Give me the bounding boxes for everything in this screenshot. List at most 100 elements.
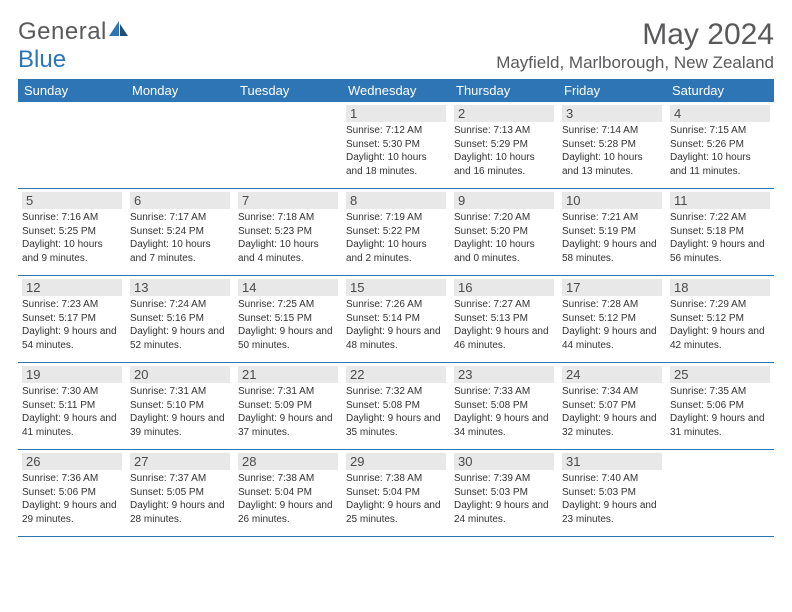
- day-cell: 15Sunrise: 7:26 AMSunset: 5:14 PMDayligh…: [342, 276, 450, 362]
- sunset-text: Sunset: 5:06 PM: [670, 399, 770, 413]
- day-cell: [234, 102, 342, 188]
- sunrise-text: Sunrise: 7:14 AM: [562, 124, 662, 138]
- daylight-text: Daylight: 10 hours and 13 minutes.: [562, 151, 662, 178]
- day-info: Sunrise: 7:20 AMSunset: 5:20 PMDaylight:…: [454, 211, 554, 265]
- sunrise-text: Sunrise: 7:23 AM: [22, 298, 122, 312]
- day-info: Sunrise: 7:25 AMSunset: 5:15 PMDaylight:…: [238, 298, 338, 352]
- sunset-text: Sunset: 5:12 PM: [562, 312, 662, 326]
- sunset-text: Sunset: 5:03 PM: [454, 486, 554, 500]
- day-cell: 2 Sunrise: 7:13 AMSunset: 5:29 PMDaylight…: [450, 102, 558, 188]
- date-number: 9: [454, 192, 554, 209]
- sunset-text: Sunset: 5:30 PM: [346, 138, 446, 152]
- sunset-text: Sunset: 5:08 PM: [346, 399, 446, 413]
- day-info: Sunrise: 7:13 AMSunset: 5:29 PMDaylight:…: [454, 124, 554, 178]
- day-info: Sunrise: 7:14 AMSunset: 5:28 PMDaylight:…: [562, 124, 662, 178]
- day-info: Sunrise: 7:12 AMSunset: 5:30 PMDaylight:…: [346, 124, 446, 178]
- day-info: Sunrise: 7:18 AMSunset: 5:23 PMDaylight:…: [238, 211, 338, 265]
- sunset-text: Sunset: 5:15 PM: [238, 312, 338, 326]
- daylight-text: Daylight: 9 hours and 31 minutes.: [670, 412, 770, 439]
- day-header-thursday: Thursday: [450, 79, 558, 102]
- sunset-text: Sunset: 5:06 PM: [22, 486, 122, 500]
- day-info: Sunrise: 7:30 AMSunset: 5:11 PMDaylight:…: [22, 385, 122, 439]
- daylight-text: Daylight: 10 hours and 16 minutes.: [454, 151, 554, 178]
- date-number: 29: [346, 453, 446, 470]
- day-header-monday: Monday: [126, 79, 234, 102]
- date-number: 31: [562, 453, 662, 470]
- daylight-text: Daylight: 10 hours and 4 minutes.: [238, 238, 338, 265]
- daylight-text: Daylight: 9 hours and 26 minutes.: [238, 499, 338, 526]
- day-info: Sunrise: 7:36 AMSunset: 5:06 PMDaylight:…: [22, 472, 122, 526]
- date-number: 28: [238, 453, 338, 470]
- sunset-text: Sunset: 5:04 PM: [238, 486, 338, 500]
- date-number: 24: [562, 366, 662, 383]
- daylight-text: Daylight: 9 hours and 24 minutes.: [454, 499, 554, 526]
- week-row: 12Sunrise: 7:23 AMSunset: 5:17 PMDayligh…: [18, 276, 774, 363]
- day-info: Sunrise: 7:29 AMSunset: 5:12 PMDaylight:…: [670, 298, 770, 352]
- day-header-row: Sunday Monday Tuesday Wednesday Thursday…: [18, 79, 774, 102]
- day-info: Sunrise: 7:31 AMSunset: 5:10 PMDaylight:…: [130, 385, 230, 439]
- sunrise-text: Sunrise: 7:19 AM: [346, 211, 446, 225]
- date-number: 10: [562, 192, 662, 209]
- header: General May 2024 Mayfield, Marlborough, …: [18, 18, 774, 73]
- day-info: Sunrise: 7:33 AMSunset: 5:08 PMDaylight:…: [454, 385, 554, 439]
- daylight-text: Daylight: 9 hours and 39 minutes.: [130, 412, 230, 439]
- daylight-text: Daylight: 10 hours and 7 minutes.: [130, 238, 230, 265]
- date-number: 14: [238, 279, 338, 296]
- title-block: May 2024 Mayfield, Marlborough, New Zeal…: [496, 18, 774, 73]
- date-number: 6: [130, 192, 230, 209]
- daylight-text: Daylight: 9 hours and 56 minutes.: [670, 238, 770, 265]
- day-cell: 25Sunrise: 7:35 AMSunset: 5:06 PMDayligh…: [666, 363, 774, 449]
- day-cell: [666, 450, 774, 536]
- date-number: 2: [454, 105, 554, 122]
- day-cell: 5Sunrise: 7:16 AMSunset: 5:25 PMDaylight…: [18, 189, 126, 275]
- day-cell: 16 Sunrise: 7:27 AMSunset: 5:13 PMDayligh…: [450, 276, 558, 362]
- daylight-text: Daylight: 9 hours and 54 minutes.: [22, 325, 122, 352]
- location: Mayfield, Marlborough, New Zealand: [496, 53, 774, 73]
- day-cell: 1Sunrise: 7:12 AMSunset: 5:30 PMDaylight…: [342, 102, 450, 188]
- day-info: Sunrise: 7:28 AMSunset: 5:12 PMDaylight:…: [562, 298, 662, 352]
- date-number: 18: [670, 279, 770, 296]
- sunrise-text: Sunrise: 7:18 AM: [238, 211, 338, 225]
- date-number: 11: [670, 192, 770, 209]
- sunset-text: Sunset: 5:24 PM: [130, 225, 230, 239]
- daylight-text: Daylight: 9 hours and 37 minutes.: [238, 412, 338, 439]
- sunrise-text: Sunrise: 7:25 AM: [238, 298, 338, 312]
- day-header-sunday: Sunday: [18, 79, 126, 102]
- day-cell: 6 Sunrise: 7:17 AMSunset: 5:24 PMDaylight…: [126, 189, 234, 275]
- sunset-text: Sunset: 5:11 PM: [22, 399, 122, 413]
- daylight-text: Daylight: 9 hours and 44 minutes.: [562, 325, 662, 352]
- sunrise-text: Sunrise: 7:26 AM: [346, 298, 446, 312]
- day-cell: 8Sunrise: 7:19 AMSunset: 5:22 PMDaylight…: [342, 189, 450, 275]
- week-row: 1Sunrise: 7:12 AMSunset: 5:30 PMDaylight…: [18, 102, 774, 189]
- sunrise-text: Sunrise: 7:12 AM: [346, 124, 446, 138]
- sunrise-text: Sunrise: 7:34 AM: [562, 385, 662, 399]
- daylight-text: Daylight: 9 hours and 32 minutes.: [562, 412, 662, 439]
- day-info: Sunrise: 7:37 AMSunset: 5:05 PMDaylight:…: [130, 472, 230, 526]
- daylight-text: Daylight: 9 hours and 50 minutes.: [238, 325, 338, 352]
- day-info: Sunrise: 7:27 AMSunset: 5:13 PMDaylight:…: [454, 298, 554, 352]
- sunset-text: Sunset: 5:14 PM: [346, 312, 446, 326]
- sunrise-text: Sunrise: 7:27 AM: [454, 298, 554, 312]
- daylight-text: Daylight: 10 hours and 9 minutes.: [22, 238, 122, 265]
- day-cell: 19Sunrise: 7:30 AMSunset: 5:11 PMDayligh…: [18, 363, 126, 449]
- sunrise-text: Sunrise: 7:13 AM: [454, 124, 554, 138]
- sunset-text: Sunset: 5:10 PM: [130, 399, 230, 413]
- date-number: 5: [22, 192, 122, 209]
- calendar: Sunday Monday Tuesday Wednesday Thursday…: [18, 79, 774, 537]
- day-cell: 10Sunrise: 7:21 AMSunset: 5:19 PMDayligh…: [558, 189, 666, 275]
- sunrise-text: Sunrise: 7:15 AM: [670, 124, 770, 138]
- sunrise-text: Sunrise: 7:17 AM: [130, 211, 230, 225]
- day-cell: 30Sunrise: 7:39 AMSunset: 5:03 PMDayligh…: [450, 450, 558, 536]
- date-number: 16: [454, 279, 554, 296]
- day-info: Sunrise: 7:39 AMSunset: 5:03 PMDaylight:…: [454, 472, 554, 526]
- day-info: Sunrise: 7:26 AMSunset: 5:14 PMDaylight:…: [346, 298, 446, 352]
- date-number: 17: [562, 279, 662, 296]
- date-number: 21: [238, 366, 338, 383]
- sunset-text: Sunset: 5:16 PM: [130, 312, 230, 326]
- day-header-saturday: Saturday: [666, 79, 774, 102]
- sunrise-text: Sunrise: 7:28 AM: [562, 298, 662, 312]
- sunrise-text: Sunrise: 7:35 AM: [670, 385, 770, 399]
- daylight-text: Daylight: 9 hours and 52 minutes.: [130, 325, 230, 352]
- day-info: Sunrise: 7:32 AMSunset: 5:08 PMDaylight:…: [346, 385, 446, 439]
- sunrise-text: Sunrise: 7:31 AM: [130, 385, 230, 399]
